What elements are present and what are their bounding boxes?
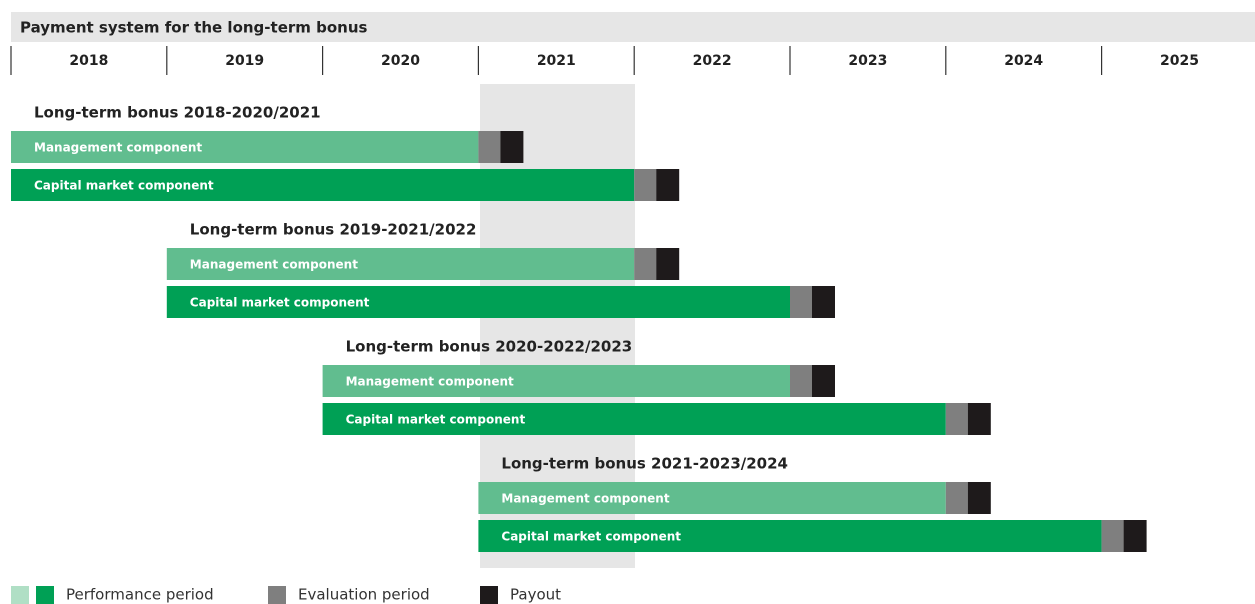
component-label: Capital market component (34, 179, 214, 193)
performance-bar (478, 482, 946, 514)
group-title: Long-term bonus 2020-2022/2023 (346, 338, 633, 356)
performance-bar (478, 520, 1102, 552)
group-title: Long-term bonus 2018-2020/2021 (34, 104, 321, 122)
diagram-title: Payment system for the long-term bonus (20, 19, 368, 37)
performance-bar (322, 365, 790, 397)
year-label: 2024 (1004, 53, 1043, 69)
evaluation-bar (945, 482, 968, 514)
payout-bar (1123, 520, 1147, 552)
component-label: Capital market component (346, 413, 526, 427)
performance-bar (322, 403, 946, 435)
payout-bar (967, 403, 991, 435)
payout-bar (967, 482, 991, 514)
component-label: Capital market component (501, 530, 681, 544)
performance-bar (11, 131, 479, 163)
component-label: Management component (34, 141, 202, 155)
year-label: 2025 (1160, 53, 1199, 69)
evaluation-bar (634, 248, 657, 280)
header-bar (11, 12, 1255, 42)
legend-label: Evaluation period (298, 586, 430, 604)
evaluation-bar (945, 403, 968, 435)
year-label: 2023 (848, 53, 887, 69)
legend-swatch (11, 586, 29, 604)
component-label: Management component (501, 492, 669, 506)
year-label: 2021 (537, 53, 576, 69)
group-title: Long-term bonus 2021-2023/2024 (501, 455, 788, 473)
year-label: 2020 (381, 53, 420, 69)
payout-bar (812, 365, 835, 397)
payout-bar (500, 131, 524, 163)
legend-swatch (480, 586, 498, 604)
evaluation-bar (478, 131, 501, 163)
evaluation-bar (790, 365, 812, 397)
payout-bar (812, 286, 835, 318)
legend-swatch (36, 586, 54, 604)
year-label: 2019 (225, 53, 264, 69)
legend-label: Performance period (66, 586, 214, 604)
payout-bar (656, 169, 680, 201)
legend-swatch (268, 586, 286, 604)
performance-bar (11, 169, 635, 201)
performance-bar (166, 286, 791, 318)
year-label: 2022 (693, 53, 732, 69)
evaluation-bar (1101, 520, 1124, 552)
payout-bar (656, 248, 680, 280)
evaluation-bar (634, 169, 657, 201)
component-label: Management component (190, 258, 358, 272)
evaluation-bar (790, 286, 812, 318)
legend-label: Payout (510, 586, 561, 604)
year-label: 2018 (69, 53, 108, 69)
component-label: Capital market component (190, 296, 370, 310)
component-label: Management component (346, 375, 514, 389)
performance-bar (166, 248, 635, 280)
group-title: Long-term bonus 2019-2021/2022 (190, 221, 477, 239)
